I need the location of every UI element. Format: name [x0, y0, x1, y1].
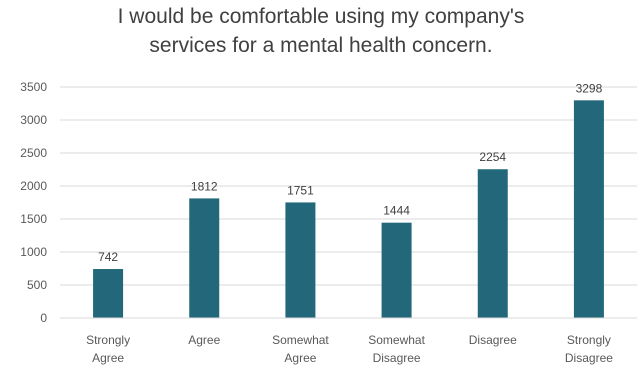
x-tick-label: Disagree: [373, 351, 421, 365]
bar: [285, 202, 315, 318]
data-label: 3298: [576, 81, 603, 95]
bar: [478, 169, 508, 318]
y-tick-label: 500: [27, 278, 47, 292]
bar: [574, 100, 604, 318]
bar: [382, 223, 412, 318]
y-tick-label: 3500: [20, 80, 47, 94]
y-tick-label: 1000: [20, 245, 47, 259]
bar: [189, 198, 219, 318]
y-tick-label: 0: [40, 311, 47, 325]
x-tick-label: Disagree: [469, 333, 517, 347]
data-label: 1444: [383, 204, 410, 218]
y-tick-label: 2000: [20, 179, 47, 193]
data-label: 1812: [191, 179, 218, 193]
x-tick-label: Strongly: [567, 333, 611, 347]
x-tick-label: Agree: [188, 333, 220, 347]
data-label: 1751: [287, 183, 314, 197]
data-label: 742: [98, 250, 118, 264]
x-tick-label: Agree: [284, 351, 316, 365]
bar: [93, 269, 123, 318]
x-tick-label: Disagree: [565, 351, 613, 365]
y-tick-label: 3000: [20, 113, 47, 127]
x-tick-label: Somewhat: [272, 333, 329, 347]
x-tick-label: Strongly: [86, 333, 130, 347]
y-tick-label: 2500: [20, 146, 47, 160]
x-tick-label: Agree: [92, 351, 124, 365]
data-label: 2254: [479, 150, 506, 164]
y-tick-label: 1500: [20, 212, 47, 226]
x-tick-label: Somewhat: [368, 333, 425, 347]
